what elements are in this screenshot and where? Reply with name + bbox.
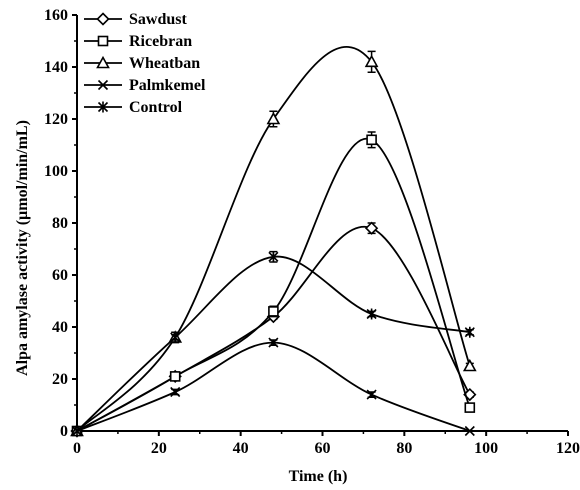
- y-tick-label: 160: [44, 7, 68, 24]
- x-tick-label: 40: [233, 440, 249, 457]
- y-tick-label: 100: [44, 163, 68, 180]
- legend-item-sawdust: Sawdust: [84, 11, 187, 28]
- legend-item-ricebran: Ricebran: [84, 33, 192, 50]
- data-point: [464, 402, 476, 413]
- data-point: [464, 326, 475, 338]
- y-tick-label: 40: [52, 319, 68, 336]
- legend-label: Sawdust: [129, 11, 187, 28]
- legend-label: Control: [129, 99, 183, 116]
- x-tick-label: 100: [474, 440, 498, 457]
- legend-item-control: Control: [84, 99, 183, 116]
- data-point: [170, 386, 181, 398]
- legend-label: Palmkemel: [129, 77, 206, 94]
- y-tick-label: 60: [52, 267, 68, 284]
- legend-marker: [96, 55, 110, 69]
- y-tick-label: 20: [52, 371, 68, 388]
- data-point: [268, 251, 279, 263]
- data-point: [268, 306, 279, 317]
- y-tick-label: 120: [44, 111, 68, 128]
- data-point: [71, 425, 83, 437]
- data-point: [366, 134, 377, 146]
- data-point: [364, 221, 379, 235]
- x-axis-title: Time (h): [289, 468, 348, 485]
- x-tick-label: 80: [396, 440, 412, 457]
- series-line: [76, 341, 471, 432]
- legend-marker: [97, 35, 109, 47]
- legend-item-palmkemel: Palmkemel: [84, 77, 206, 94]
- series-layer: [70, 46, 477, 438]
- x-tick-label: 120: [556, 440, 580, 457]
- legend-label: Ricebran: [129, 33, 192, 50]
- series-control: [71, 250, 475, 437]
- data-point: [366, 308, 377, 320]
- x-tick-label: 20: [151, 440, 167, 457]
- x-tick-label: 0: [73, 440, 81, 457]
- data-point: [170, 331, 181, 343]
- data-point: [169, 371, 181, 382]
- y-axis-ticks: 0 20 40 60 80 100 120 140 160: [44, 7, 77, 440]
- series-line: [76, 46, 471, 432]
- x-tick-label: 60: [315, 440, 331, 457]
- legend-label: Wheatban: [129, 55, 200, 72]
- y-tick-label: 80: [52, 215, 68, 232]
- x-axis-ticks: 0 20 40 60 80 100 120: [73, 431, 580, 457]
- legend-marker: [96, 12, 110, 26]
- y-tick-label: 0: [60, 423, 68, 440]
- data-point: [464, 425, 475, 437]
- series-ricebran: [71, 131, 476, 437]
- y-tick-label: 140: [44, 59, 68, 76]
- data-point: [364, 54, 379, 68]
- legend-item-wheatban: Wheatban: [84, 55, 200, 72]
- data-point: [366, 389, 377, 400]
- series-line: [76, 137, 471, 432]
- y-axis-title: Alpa amylase activity (µmol/min/mL): [14, 120, 31, 376]
- data-point: [268, 337, 279, 348]
- legend-marker: [97, 79, 109, 91]
- data-point: [462, 358, 477, 372]
- data-point: [266, 111, 281, 125]
- legend: Sawdust Ricebran Wheatban Palmkemel Control: [84, 11, 206, 116]
- legend-marker: [97, 101, 109, 113]
